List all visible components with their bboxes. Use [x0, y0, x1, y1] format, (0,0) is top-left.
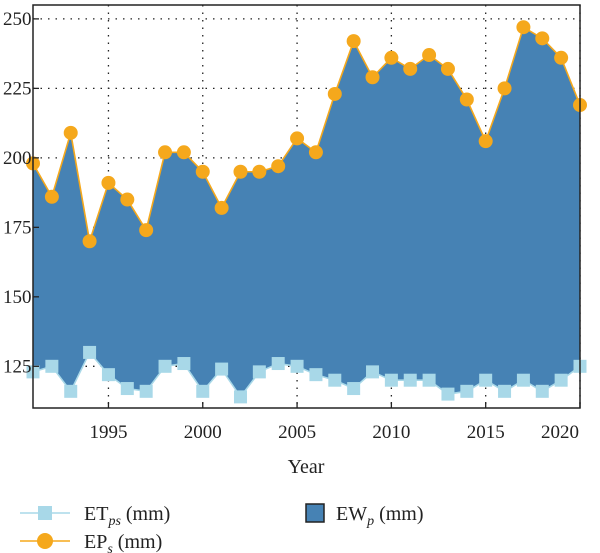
etps-point-2006 [309, 368, 323, 382]
eps-point-2005 [290, 131, 305, 146]
eps-point-2001 [214, 200, 229, 215]
x-tick-label-1995: 1995 [89, 422, 127, 443]
etps-point-2000 [196, 384, 210, 398]
eps-point-1996 [120, 192, 135, 207]
eps-point-2018 [535, 31, 550, 46]
x-tick-label-2005: 2005 [278, 422, 316, 443]
eps-point-2010 [384, 50, 399, 65]
y-tick-label-125: 125 [3, 356, 32, 377]
legend-swatch-etps-marker [38, 506, 52, 520]
eps-point-1998 [158, 145, 173, 160]
eps-point-1999 [176, 145, 191, 160]
etps-point-2015 [479, 373, 493, 387]
etps-point-2016 [498, 384, 512, 398]
x-tick-label-2010: 2010 [372, 422, 410, 443]
legend-label-etps: ETps (mm) [84, 503, 170, 529]
etps-point-1994 [83, 345, 97, 359]
etps-point-2002 [233, 390, 247, 404]
etps-point-2011 [403, 373, 417, 387]
eps-point-2012 [422, 48, 437, 63]
legend-item-eps: EPs (mm) [20, 531, 162, 553]
y-tick-label-250: 250 [3, 9, 32, 30]
etps-point-1995 [101, 368, 115, 382]
etps-point-1993 [64, 384, 78, 398]
plot-frame [32, 4, 581, 409]
etps-points [26, 345, 587, 404]
eps-point-2014 [459, 92, 474, 107]
eps-point-1992 [44, 189, 59, 204]
etps-point-2010 [384, 373, 398, 387]
y-tick-label-225: 225 [3, 78, 32, 99]
eps-point-1993 [63, 125, 78, 140]
eps-point-2011 [403, 61, 418, 76]
legend-item-ewp: EWp (mm) [305, 503, 424, 529]
etps-point-2009 [366, 365, 380, 379]
etps-point-1997 [139, 384, 153, 398]
eps-point-2009 [365, 70, 380, 85]
eps-point-2016 [497, 81, 512, 96]
legend: ETps (mm) EPs (mm) EWp (mm) [20, 503, 424, 553]
legend-swatch-ewp [305, 503, 325, 523]
etps-point-2019 [554, 373, 568, 387]
etps-point-1998 [158, 359, 172, 373]
etps-point-1999 [177, 357, 191, 371]
eps-point-1994 [82, 234, 97, 249]
etps-point-1996 [120, 382, 134, 396]
etps-point-1992 [45, 359, 59, 373]
y-tick-label-200: 200 [3, 148, 32, 169]
legend-label-ewp: EWp (mm) [336, 503, 424, 529]
legend-item-etps: ETps (mm) [20, 503, 170, 529]
etps-point-2013 [441, 387, 455, 401]
etps-point-2018 [535, 384, 549, 398]
etps-point-2012 [422, 373, 436, 387]
eps-point-2003 [252, 164, 267, 179]
etps-point-2008 [347, 382, 361, 396]
x-tick-label-2015: 2015 [467, 422, 505, 443]
y-tick-label-150: 150 [3, 287, 32, 308]
eps-point-2000 [195, 164, 210, 179]
eps-point-2006 [308, 145, 323, 160]
eps-point-2019 [554, 50, 569, 65]
etps-point-2007 [328, 373, 342, 387]
legend-label-eps: EPs (mm) [84, 531, 162, 553]
eps-point-2017 [516, 20, 531, 35]
eps-point-2002 [233, 164, 248, 179]
x-tick-label-2020: 2020 [541, 422, 579, 443]
ewp-area [33, 27, 580, 397]
eps-point-2004 [271, 159, 286, 174]
etps-point-2014 [460, 384, 474, 398]
y-axis: 125 150 175 200 225 250 [3, 9, 39, 377]
etps-point-2017 [516, 373, 530, 387]
eps-point-1995 [101, 175, 116, 190]
eps-point-1997 [139, 223, 154, 238]
etps-point-2001 [215, 362, 229, 376]
etps-point-2004 [271, 357, 285, 371]
eps-points [26, 20, 587, 249]
etps-point-2003 [252, 365, 266, 379]
etps-point-2005 [290, 359, 304, 373]
x-axis: 1995 2000 2005 2010 2015 2020 [89, 402, 581, 443]
x-axis-title: Year [288, 456, 325, 478]
y-tick-label-175: 175 [3, 217, 32, 238]
eps-point-2015 [478, 134, 493, 149]
eps-point-2008 [346, 34, 361, 49]
eps-point-2007 [327, 86, 342, 101]
eps-point-2013 [440, 61, 455, 76]
legend-swatch-eps-marker [37, 533, 53, 549]
x-tick-label-2000: 2000 [184, 422, 222, 443]
